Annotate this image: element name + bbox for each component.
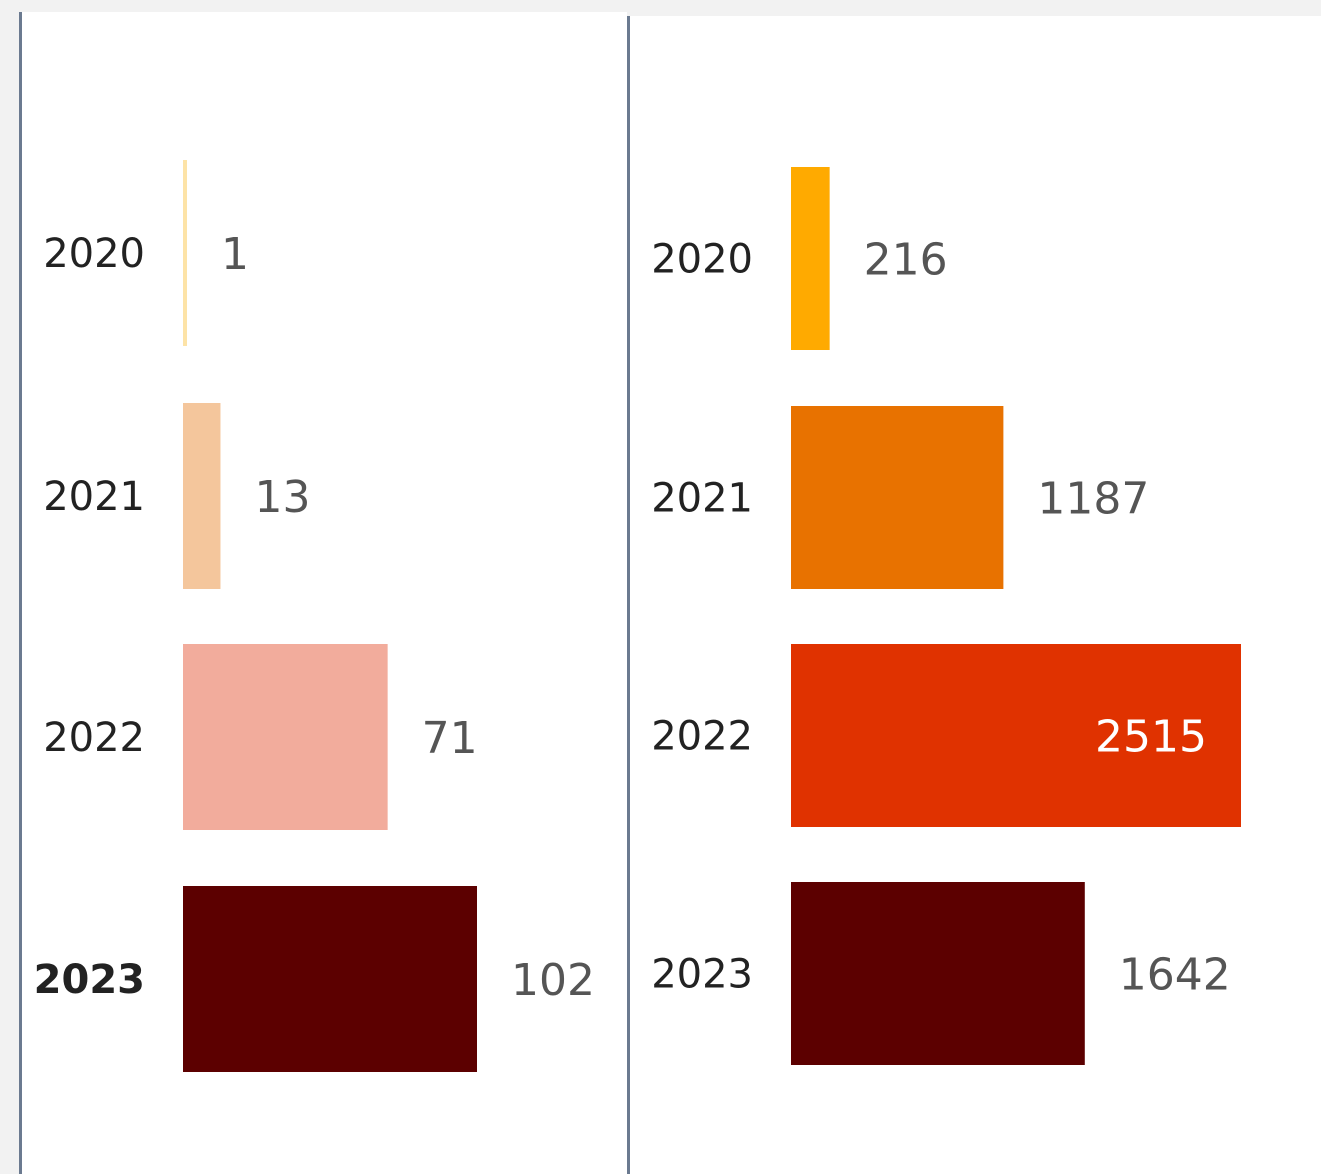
bar-right-2020 <box>791 167 830 350</box>
category-label-right-2021: 2021 <box>651 476 753 522</box>
value-label-right-2021: 1187 <box>1037 474 1149 525</box>
value-label-left-2020: 1 <box>221 229 249 280</box>
value-label-left-2023: 102 <box>511 955 595 1006</box>
category-label-left-2020: 2020 <box>43 231 145 277</box>
value-label-left-2022: 71 <box>422 713 478 764</box>
category-label-right-2020: 2020 <box>651 237 753 283</box>
bar-left-2020 <box>183 160 187 346</box>
value-label-right-2020: 216 <box>864 235 948 286</box>
category-label-left-2023: 2023 <box>34 957 145 1003</box>
value-label-right-2022: 2515 <box>1095 712 1207 763</box>
bar-right-2021 <box>791 406 1004 589</box>
chart-left: 2020 1 2021 13 2022 71 2023 102 <box>34 160 595 1072</box>
chart-right: 2020 216 2021 1187 2022 2515 2023 1642 <box>651 167 1241 1065</box>
category-label-left-2022: 2022 <box>43 715 145 761</box>
value-label-left-2021: 13 <box>254 472 310 523</box>
category-label-right-2023: 2023 <box>651 952 753 998</box>
bar-left-2022 <box>183 644 388 830</box>
bar-left-2023 <box>183 886 477 1072</box>
category-label-left-2021: 2021 <box>43 474 145 520</box>
bar-right-2022 <box>791 644 1241 827</box>
category-label-right-2022: 2022 <box>651 714 753 760</box>
bar-right-2023 <box>791 882 1085 1065</box>
bar-left-2021 <box>183 403 221 589</box>
value-label-right-2023: 1642 <box>1119 950 1231 1001</box>
